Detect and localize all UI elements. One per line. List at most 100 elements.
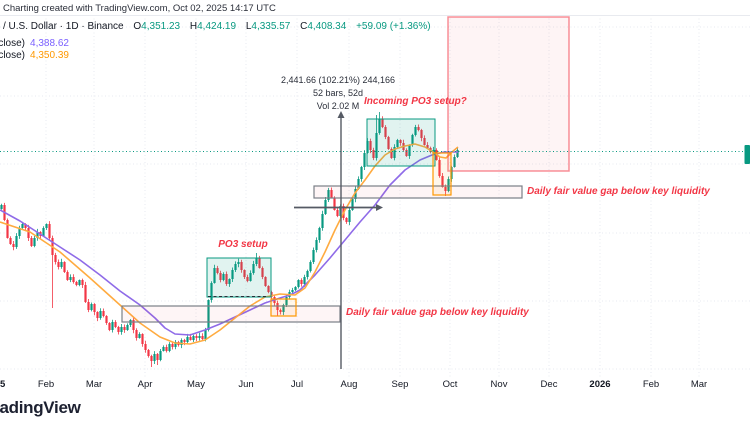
- candle-up: [432, 150, 435, 152]
- candle-down: [240, 262, 243, 270]
- po3-setup-label[interactable]: PO3 setup: [218, 239, 268, 250]
- candle-up: [312, 250, 315, 262]
- candle-up: [282, 305, 285, 312]
- candle-up: [60, 262, 63, 267]
- month-label-13: Feb: [642, 379, 660, 390]
- candle-down: [225, 274, 228, 284]
- candle-up: [357, 179, 360, 189]
- candle-up: [231, 270, 234, 279]
- ma1-label: (close): [0, 38, 26, 49]
- candle-down: [267, 286, 270, 292]
- candle-up: [33, 238, 36, 246]
- candle-down: [261, 268, 264, 277]
- candle-up: [21, 224, 24, 228]
- candle-down: [189, 337, 192, 340]
- ma-slow-line: [0, 151, 458, 336]
- candle-down: [27, 228, 30, 238]
- candle-up: [186, 337, 189, 342]
- candle-down: [300, 280, 303, 284]
- candle-up: [237, 262, 240, 264]
- candle-up: [447, 179, 450, 191]
- candle-down: [141, 334, 144, 344]
- candle-down: [93, 304, 96, 312]
- candle-up: [159, 351, 162, 360]
- fvg-lower-label[interactable]: Daily fair value gap below key liquidity: [346, 307, 529, 318]
- candle-up: [222, 274, 225, 280]
- fvg-upper-label[interactable]: Daily fair value gap below key liquidity: [527, 186, 710, 197]
- low-value: 4,335.57: [251, 21, 291, 32]
- month-label-11: Dec: [540, 379, 558, 390]
- candle-down: [417, 127, 420, 130]
- candle-down: [156, 354, 159, 360]
- candle-down: [258, 258, 261, 268]
- candle-down: [441, 176, 444, 187]
- candle-up: [234, 264, 237, 270]
- high-value: 4,424.19: [197, 21, 237, 32]
- candle-down: [390, 149, 393, 158]
- candle-down: [219, 273, 222, 280]
- candle-up: [321, 214, 324, 228]
- month-label-4: May: [187, 379, 205, 390]
- candle-up: [153, 354, 156, 361]
- candle-up: [180, 340, 183, 345]
- candle-up: [255, 258, 258, 264]
- candle-down: [24, 224, 27, 228]
- candle-up: [210, 283, 213, 300]
- low-label: L: [245, 21, 252, 32]
- candle-up: [351, 199, 354, 210]
- month-label-0: 25: [0, 379, 6, 390]
- candle-up: [69, 277, 72, 280]
- candle-down: [150, 356, 153, 361]
- candle-down: [201, 336, 204, 339]
- month-label-14: Mar: [690, 379, 708, 390]
- month-label-9: Oct: [442, 379, 458, 390]
- ma-slow-legend[interactable]: (close) 4,350.39: [0, 50, 69, 61]
- candle-down: [336, 210, 339, 216]
- candle-down: [105, 316, 108, 323]
- candle-down: [246, 277, 249, 281]
- candle-up: [162, 347, 165, 351]
- candle-down: [96, 312, 99, 318]
- candle-down: [144, 344, 147, 350]
- candle-down: [216, 268, 219, 273]
- candle-down: [387, 137, 390, 149]
- candle-down: [147, 350, 150, 356]
- fvg-box-lower: [121, 305, 341, 323]
- measure-price-range: 2,441.66 (102.21%) 244,166: [280, 75, 396, 85]
- month-label-12: 2026: [589, 379, 611, 390]
- charting-attribution: Charting created with TradingView.com, O…: [3, 3, 276, 14]
- candle-up: [375, 133, 378, 158]
- candle-down: [372, 150, 375, 158]
- symbol-legend[interactable]: / U.S. Dollar · 1D · Binance O4,351.23 H…: [3, 21, 431, 32]
- candle-up: [36, 232, 39, 238]
- candle-down: [84, 285, 87, 302]
- candle-down: [381, 119, 384, 127]
- candle-up: [354, 189, 357, 199]
- candle-down: [444, 187, 447, 191]
- candle-up: [411, 135, 414, 145]
- candle-up: [228, 279, 231, 284]
- candle-down: [57, 262, 60, 267]
- ma1-value: 4,388.62: [30, 38, 69, 49]
- measurement-label[interactable]: 2,441.66 (102.21%) 244,166 52 bars, 52d …: [281, 74, 395, 113]
- candle-down: [135, 330, 138, 338]
- candle-up: [126, 325, 129, 330]
- candle-down: [81, 280, 84, 285]
- candle-up: [138, 334, 141, 338]
- candle-up: [111, 322, 114, 330]
- candle-down: [195, 336, 198, 338]
- ma2-value: 4,350.39: [30, 50, 69, 61]
- candle-down: [108, 323, 111, 330]
- candle-up: [306, 271, 309, 277]
- ma-fast-legend[interactable]: (close) 4,388.62: [0, 38, 69, 49]
- incoming-po3-label[interactable]: Incoming PO3 setup?: [364, 96, 467, 107]
- candle-up: [15, 236, 18, 247]
- candle-down: [30, 238, 33, 246]
- right-arrowhead-icon: [376, 204, 383, 211]
- open-value: 4,351.23: [141, 21, 181, 32]
- candle-down: [171, 344, 174, 347]
- month-label-7: Aug: [340, 379, 358, 390]
- candle-up: [297, 280, 300, 287]
